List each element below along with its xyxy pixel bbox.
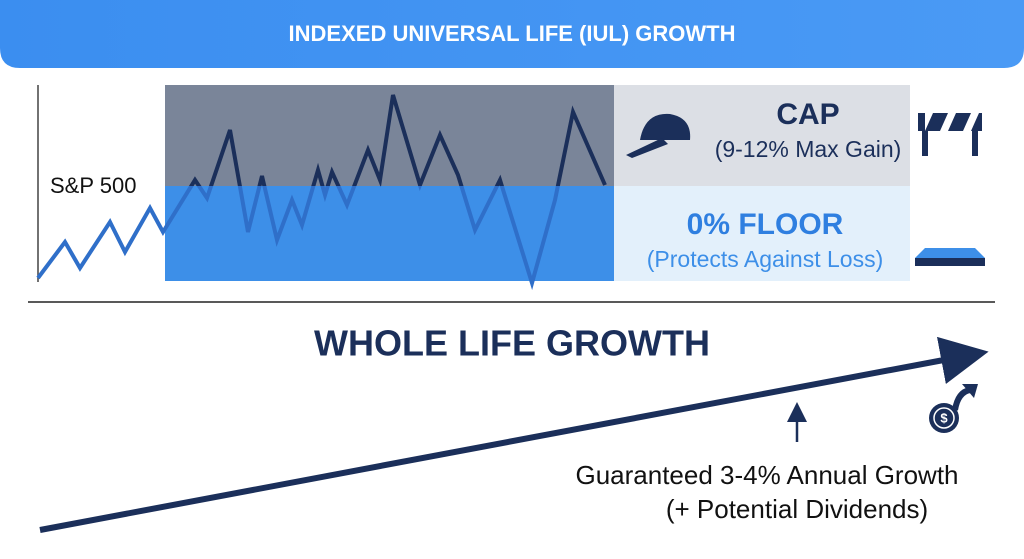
header-title: INDEXED UNIVERSAL LIFE (IUL) GROWTH	[289, 21, 736, 46]
dividend-icon: $	[929, 384, 978, 433]
whole-life-note-1: Guaranteed 3-4% Annual Growth	[575, 460, 958, 490]
index-line	[36, 94, 607, 291]
floor-title: 0% FLOOR	[687, 208, 844, 241]
header-bar	[0, 0, 1024, 68]
whole-life-note-2: (+ Potential Dividends)	[666, 494, 928, 524]
floor-panel	[614, 186, 910, 281]
floor-note: (Protects Against Loss)	[647, 246, 884, 272]
cap-title: CAP	[776, 98, 839, 131]
growth-arrow	[39, 336, 989, 533]
index-label: S&P 500	[50, 173, 136, 198]
cap-icon	[626, 113, 691, 158]
cap-zone	[165, 85, 614, 186]
svg-text:$: $	[940, 410, 948, 425]
barrier-icon	[918, 113, 982, 156]
floor-zone	[165, 186, 614, 281]
floor-icon	[915, 248, 985, 266]
cap-note: (9-12% Max Gain)	[715, 136, 902, 162]
whole-life-title: WHOLE LIFE GROWTH	[314, 323, 710, 364]
